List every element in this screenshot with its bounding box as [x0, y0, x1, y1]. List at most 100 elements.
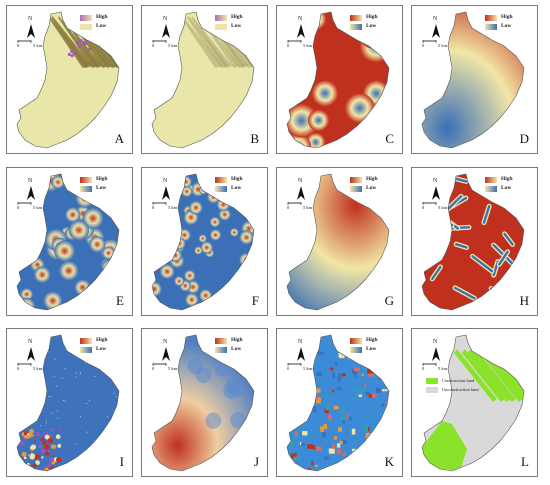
legend-high-swatch: [80, 338, 92, 344]
legend-high-label: High: [366, 337, 378, 343]
scale-bar: 0 5 km: [287, 202, 321, 212]
map-panel-j: N 0 5 km High Low J: [141, 328, 268, 477]
map-legend: High Low: [215, 176, 259, 196]
legend-low-swatch: [80, 186, 92, 192]
legend-high-swatch: [215, 15, 227, 21]
map-panel-b: N 0 5 km High Low B: [141, 5, 268, 154]
panel-letter: B: [250, 131, 259, 146]
legend-low-label: Low: [231, 346, 242, 352]
map-panel-i: N 0 5 km High Low I: [6, 328, 133, 477]
north-label: N: [163, 339, 168, 345]
scale-zero-label: 0: [287, 366, 290, 371]
legend-low-swatch: [350, 24, 362, 30]
scale-bar: 0 5 km: [17, 40, 51, 50]
region-map: [151, 11, 255, 149]
legend-high-label: High: [501, 176, 513, 182]
north-label: N: [433, 178, 438, 184]
legend-low-swatch: [485, 186, 497, 192]
north-arrow-icon: N: [152, 178, 180, 208]
legend-high-label: High: [96, 337, 108, 343]
north-label: N: [298, 339, 303, 345]
map-legend: High Low: [350, 14, 394, 34]
map-panel-a: N 0 5 km High Low A: [6, 5, 133, 154]
north-arrow-icon: N: [17, 339, 45, 369]
map-panel-h: N 0 5 km High Low H: [411, 167, 538, 316]
legend-high-swatch: [350, 338, 362, 344]
panel-letter: D: [519, 131, 529, 146]
legend-unconstruction-label: Unconstruction land: [442, 387, 479, 392]
region-map: [421, 334, 525, 472]
map-legend: High Low: [80, 337, 124, 357]
legend-low-label: Low: [501, 185, 512, 191]
scale-bar: 0 5 km: [422, 363, 456, 373]
north-label: N: [298, 16, 303, 22]
region-map: [286, 334, 390, 472]
legend-high-swatch: [350, 177, 362, 183]
scale-distance-label: 5 km: [168, 43, 178, 48]
panel-letter: K: [384, 454, 394, 469]
map-panel-e: N 0 5 km High Low E: [6, 167, 133, 316]
map-panel-l: N 0 5 km Construction land Unconstruction la…: [411, 328, 538, 477]
north-arrow-icon: N: [287, 178, 315, 208]
map-panel-k: N 0 5 km High Low K: [276, 328, 403, 477]
panel-letter: L: [521, 454, 529, 469]
region-map: [16, 173, 120, 311]
scale-zero-label: 0: [17, 43, 20, 48]
map-panel-f: N 0 5 km High Low F: [141, 167, 268, 316]
legend-high-label: High: [96, 176, 108, 182]
legend-low-swatch: [80, 24, 92, 30]
north-arrow-icon: N: [152, 339, 180, 369]
region-map: [286, 11, 390, 149]
legend-high-label: High: [366, 14, 378, 20]
scale-zero-label: 0: [152, 366, 155, 371]
map-legend: High Low: [350, 176, 394, 196]
north-label: N: [163, 16, 168, 22]
legend-unconstruction-swatch: [426, 387, 438, 393]
legend-high-swatch: [80, 15, 92, 21]
legend-low-swatch: [215, 24, 227, 30]
north-label: N: [433, 16, 438, 22]
legend-high-label: High: [501, 14, 513, 20]
scale-bar: 0 5 km: [17, 363, 51, 373]
panel-letter: H: [519, 293, 529, 308]
legend-low-swatch: [485, 24, 497, 30]
scale-zero-label: 0: [17, 366, 20, 371]
north-label: N: [163, 178, 168, 184]
north-label: N: [28, 339, 33, 345]
north-label: N: [28, 178, 33, 184]
legend-high-label: High: [231, 337, 243, 343]
legend-low-swatch: [350, 186, 362, 192]
legend-high-swatch: [350, 15, 362, 21]
scale-distance-label: 5 km: [168, 366, 178, 371]
legend-high-label: High: [231, 176, 243, 182]
north-arrow-icon: N: [152, 16, 180, 46]
legend-high-label: High: [96, 14, 108, 20]
legend-low-label: Low: [366, 23, 377, 29]
north-arrow-icon: N: [17, 16, 45, 46]
legend-high-swatch: [215, 338, 227, 344]
map-legend: Construction land Unconstruction land: [426, 377, 496, 401]
north-arrow-icon: N: [422, 16, 450, 46]
scale-bar: 0 5 km: [287, 40, 321, 50]
scale-distance-label: 5 km: [438, 205, 448, 210]
map-panel-d: N 0 5 km High Low D: [411, 5, 538, 154]
panel-letter: J: [253, 454, 259, 469]
legend-low-label: Low: [96, 185, 107, 191]
panel-letter: C: [385, 131, 394, 146]
scale-distance-label: 5 km: [33, 43, 43, 48]
north-label: N: [28, 16, 33, 22]
legend-low-label: Low: [231, 185, 242, 191]
map-legend: High Low: [485, 14, 529, 34]
panel-letter: E: [116, 293, 124, 308]
scale-zero-label: 0: [422, 366, 425, 371]
scale-bar: 0 5 km: [152, 202, 186, 212]
legend-low-swatch: [350, 347, 362, 353]
legend-low-label: Low: [501, 23, 512, 29]
scale-bar: 0 5 km: [152, 40, 186, 50]
scale-distance-label: 5 km: [303, 43, 313, 48]
scale-distance-label: 5 km: [33, 366, 43, 371]
scale-zero-label: 0: [152, 43, 155, 48]
legend-high-swatch: [485, 177, 497, 183]
scale-distance-label: 5 km: [438, 43, 448, 48]
scale-bar: 0 5 km: [17, 202, 51, 212]
